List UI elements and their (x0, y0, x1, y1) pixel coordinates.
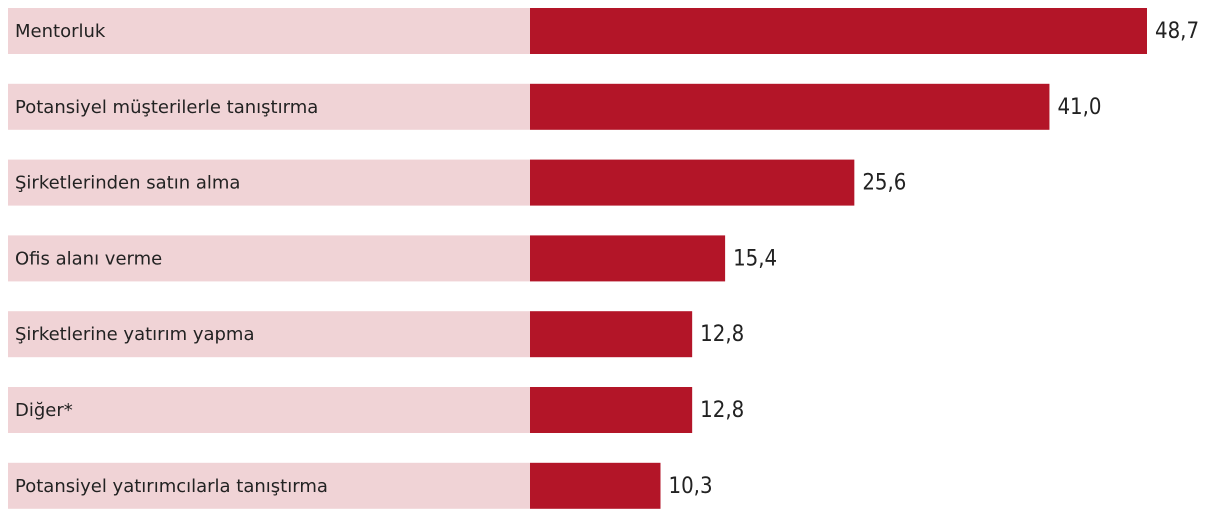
value-label: 25,6 (862, 171, 906, 196)
label-background (8, 8, 530, 54)
value-label: 41,0 (1057, 95, 1101, 120)
label-background (8, 311, 530, 358)
label-background (8, 83, 530, 130)
value-label: 10,3 (668, 474, 712, 499)
value-label: 15,4 (733, 246, 777, 271)
value-label: 48,7 (1155, 19, 1199, 44)
category-label: Mentorluk (15, 21, 106, 42)
category-label: Şirketlerine yatırım yapma (15, 324, 255, 345)
bar (530, 462, 661, 509)
label-background (8, 387, 530, 433)
label-background (8, 235, 530, 282)
bar (530, 311, 693, 358)
bar (530, 159, 855, 206)
value-label: 12,8 (700, 322, 744, 347)
bar (530, 83, 1050, 130)
category-label: Ofis alanı verme (15, 248, 162, 269)
category-label: Şirketlerinden satın alma (15, 173, 240, 194)
label-background (8, 159, 530, 206)
category-label: Potansiyel yatırımcılarla tanıştırma (15, 476, 328, 497)
bar (530, 235, 726, 282)
category-label: Diğer* (15, 400, 73, 421)
value-label: 12,8 (700, 398, 744, 423)
label-background (8, 462, 530, 509)
category-label: Potansiyel müşterilerle tanıştırma (15, 97, 318, 118)
bar (530, 387, 693, 433)
bar (530, 8, 1147, 54)
